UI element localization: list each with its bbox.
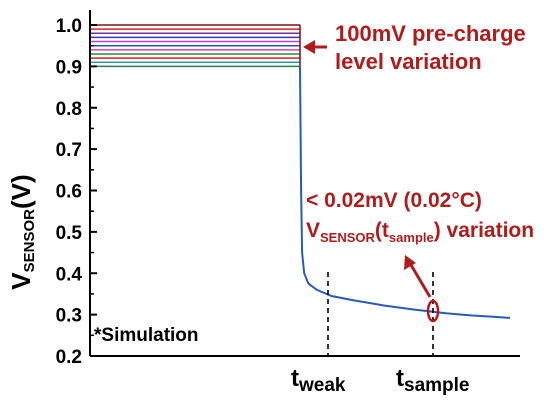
variation-annotation-line2: VSENSOR(tsample) variation <box>306 219 534 245</box>
variation-arrow-shaft <box>409 264 432 298</box>
variation-highlight-ellipse <box>426 299 440 323</box>
discharge-curve-line <box>299 66 511 319</box>
precharge-annotation-line2: level variation <box>335 49 482 74</box>
y-axis-label: VSENSOR(V) <box>6 174 38 289</box>
precharge-arrow-head <box>303 40 315 54</box>
y-tick-label: 0.9 <box>56 57 82 78</box>
y-ticks: 0.2 0.3 0.4 0.5 0.6 0.7 0.8 0.9 1.0 <box>56 16 97 368</box>
variation-annotation: < 0.02mV (0.02°C) VSENSOR(tsample) varia… <box>306 189 534 323</box>
y-tick-label: 0.6 <box>56 182 82 203</box>
y-tick-label: 0.5 <box>56 223 83 244</box>
y-tick-label: 0.2 <box>56 347 82 368</box>
precharge-annotation: 100mV pre-charge level variation <box>303 21 526 74</box>
y-tick-label: 1.0 <box>56 16 82 37</box>
marker-label: tsample <box>396 365 469 396</box>
marker-label: tweak <box>291 365 346 396</box>
variation-arrow-head <box>404 255 416 270</box>
y-tick-label: 0.4 <box>56 264 83 285</box>
simulation-note: *Simulation <box>94 325 199 346</box>
variation-annotation-line1: < 0.02mV (0.02°C) <box>306 189 482 212</box>
y-tick-label: 0.8 <box>56 99 82 120</box>
precharge-lines <box>91 24 301 68</box>
y-tick-label: 0.7 <box>56 140 82 161</box>
precharge-annotation-line1: 100mV pre-charge <box>335 21 526 46</box>
y-tick-label: 0.3 <box>56 306 82 327</box>
x-markers: tweak tsample <box>291 272 469 396</box>
